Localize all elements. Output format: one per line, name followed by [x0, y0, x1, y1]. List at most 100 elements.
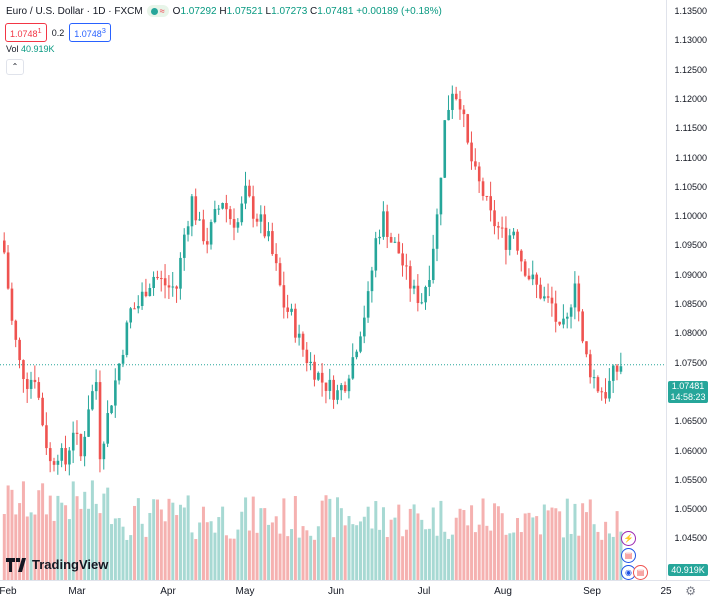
symbol-title[interactable]: Euro / U.S. Dollar · 1D · FXCM [6, 5, 143, 17]
volume-bar [355, 525, 359, 580]
volume-bar [573, 503, 577, 580]
candle-body [129, 308, 132, 323]
candle-body [489, 196, 493, 211]
price-tick: 1.09500 [674, 240, 707, 251]
time-tick: Jun [327, 586, 345, 597]
candle-body [351, 357, 355, 379]
volume-bar [320, 500, 324, 580]
volume-bar [607, 533, 611, 580]
volume-bar [393, 517, 397, 580]
volume-bar [178, 504, 182, 580]
candle-body [286, 307, 290, 312]
candle-body [588, 354, 592, 378]
price-tick: 1.12500 [674, 64, 707, 75]
volume-bar [527, 512, 531, 580]
candle-body [60, 448, 64, 461]
price-tick: 1.12000 [674, 93, 707, 104]
candle-body [228, 209, 232, 220]
volume-bar [167, 498, 171, 580]
volume-bar [286, 536, 290, 580]
volume-bar [615, 511, 619, 580]
candle-body [91, 391, 94, 410]
sell-button[interactable]: 1.07481 [5, 23, 47, 42]
candle-body [45, 425, 48, 449]
volume-bar [52, 520, 56, 580]
volume-bar [450, 534, 454, 580]
time-tick: Mar [68, 586, 86, 597]
candle-body [106, 413, 110, 444]
volume-bar [48, 495, 52, 580]
candle-body [202, 219, 205, 242]
candle-body [3, 240, 6, 253]
candle-body [508, 235, 512, 250]
candle-body [504, 227, 508, 250]
volume-bar [90, 480, 94, 580]
settings-gear-icon[interactable]: ⚙ [685, 584, 696, 598]
volume-bar [2, 514, 6, 580]
volume-bar [98, 513, 102, 580]
volume-bar [156, 499, 159, 580]
volume-bar [186, 495, 190, 580]
volume-bar [420, 519, 424, 580]
price-tick: 1.08500 [674, 299, 707, 309]
volume-bar [611, 536, 615, 580]
candle-body [179, 257, 182, 289]
candle-body [171, 286, 175, 288]
volume-bar [148, 512, 152, 580]
candle-body [569, 307, 573, 317]
candle-body [447, 109, 450, 121]
event-lightning-icon[interactable]: ⚡ [621, 531, 636, 546]
candle-body [401, 253, 404, 266]
candle-body [474, 161, 477, 167]
candle-body [359, 336, 362, 352]
candle-body [259, 214, 263, 222]
volume-bar [313, 539, 317, 580]
volume-bar [504, 534, 508, 580]
volume-bar [282, 498, 286, 580]
volume-bar [44, 514, 48, 580]
candle-body [137, 305, 140, 309]
candle-body [393, 241, 397, 243]
candle-body [608, 380, 611, 399]
volume-bar [581, 503, 585, 580]
candle-body [424, 286, 427, 303]
price-tick: 1.11500 [675, 123, 707, 134]
candle-body [225, 202, 228, 210]
collapse-legend-button[interactable]: ⌃ [6, 59, 24, 75]
candle-body [397, 241, 401, 254]
candle-body [363, 317, 366, 337]
volume-bar [431, 507, 435, 580]
volume-bar [477, 524, 481, 580]
candle-body [71, 432, 75, 451]
volume-bar [539, 534, 542, 580]
candle-body [98, 382, 102, 460]
candle-body [382, 211, 385, 237]
tradingview-logo[interactable]: TradingView [6, 557, 108, 572]
candle-body [282, 285, 286, 308]
us-flag-event-icon[interactable]: ▤ [621, 548, 636, 563]
volume-bar [435, 535, 439, 580]
time-tick: Feb [0, 586, 17, 597]
candle-body [604, 392, 607, 399]
market-status-pill[interactable]: ≈ [146, 5, 169, 17]
candle-body [428, 280, 431, 287]
volume-bar [561, 537, 565, 580]
candle-body [500, 227, 504, 229]
buy-button[interactable]: 1.07483 [69, 23, 111, 42]
volume-bar [209, 521, 213, 580]
candlestick-chart[interactable] [0, 0, 666, 580]
us-flag-event-icon-2[interactable]: ▤ [633, 565, 648, 580]
candle-body [121, 354, 125, 364]
price-axis[interactable]: 1.13500 1.13000 1.12500 1.12000 1.11500 1.110… [666, 0, 710, 580]
volume-bar [470, 505, 474, 580]
candle-body [232, 219, 236, 228]
volume-bar [83, 491, 87, 580]
candle-body [408, 266, 412, 289]
volume-bar [316, 526, 320, 580]
candle-body [190, 196, 194, 227]
volume-bar [102, 493, 106, 580]
candle-body [248, 185, 251, 197]
volume-bar [75, 496, 79, 580]
time-axis[interactable]: ⚙ Feb Mar Apr May Jun Jul Aug Sep 25 [0, 580, 710, 601]
volume-bar [462, 510, 466, 580]
